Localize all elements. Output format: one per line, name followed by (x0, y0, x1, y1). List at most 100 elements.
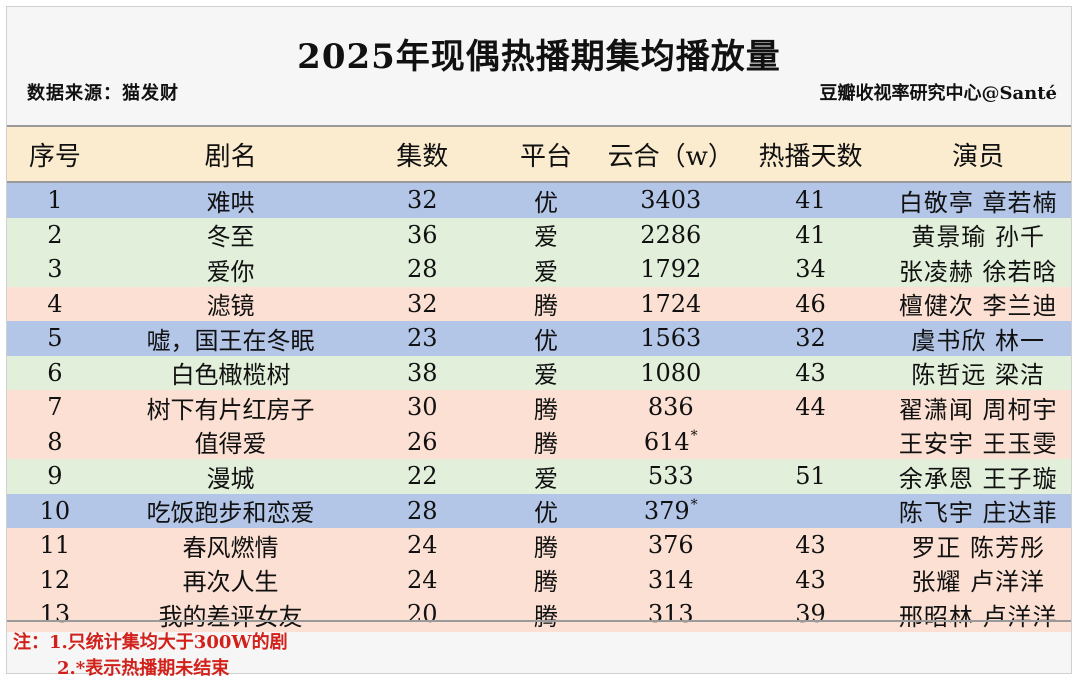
cell-drama-name: 难哄 (206, 188, 255, 217)
table-row: 3 爱你 28 爱 1792 34 张凌赫 徐若晗 (7, 252, 1071, 287)
table-row: 5 嘘，国王在冬眠 23 优 1563 32 虞书欣 林一 (7, 321, 1071, 356)
cell-episodes: 30 (406, 393, 438, 422)
cell-drama-name: 我的差评女友 (158, 602, 303, 631)
cell-platform: 腾 (533, 395, 558, 424)
header-drama-name: 剧名 (204, 141, 257, 172)
cell-cast: 罗正 陈芳彤 (911, 533, 1045, 562)
table-row: 4 滤镜 32 腾 1724 46 檀健次 李兰迪 (7, 286, 1071, 321)
cell-rank: 4 (47, 289, 63, 318)
cell-drama-name: 春风燃情 (182, 533, 279, 562)
cell-cast: 陈哲远 梁洁 (911, 361, 1045, 390)
cell-views: 1724 (606, 290, 736, 318)
cell-days: 46 (795, 289, 826, 318)
cell-drama-name: 嘘，国王在冬眠 (146, 326, 315, 355)
cell-platform: 腾 (533, 533, 558, 562)
footnote-1: 注：1.只统计集均大于300W的剧 (13, 632, 288, 653)
cell-drama-name: 吃饭跑步和恋爱 (146, 499, 315, 528)
cell-rank: 10 (39, 496, 71, 525)
header-cast: 演员 (952, 141, 1005, 172)
cell-rank: 5 (47, 324, 63, 353)
cell-platform: 优 (533, 499, 558, 528)
table-body: 1 难哄 32 优 3403 41 白敬亭 章若楠 2 冬至 36 爱 2286 41 黄景瑜 孙千 3 爱你… (7, 183, 1071, 632)
cell-episodes: 28 (406, 496, 438, 525)
cell-rank: 1 (47, 186, 63, 215)
cell-drama-name: 爱你 (206, 257, 255, 286)
cell-episodes: 32 (406, 289, 438, 318)
views-value: 313 (647, 600, 694, 629)
credit-label: 豆瓣收视率研究中心@Santé (819, 83, 1057, 104)
views-value: 614 (643, 427, 690, 456)
cell-rank: 13 (39, 600, 71, 629)
airing-mark: * (690, 427, 698, 444)
airing-mark: * (690, 496, 698, 513)
views-value: 1724 (640, 289, 702, 318)
cell-platform: 腾 (533, 602, 558, 631)
cell-episodes: 20 (406, 600, 438, 629)
ranking-sheet: 2025年现偶热播期集均播放量 数据来源：猫发财 豆瓣收视率研究中心@Santé… (6, 6, 1072, 679)
table-row: 10 吃饭跑步和恋爱 28 优 379* 陈飞宇 庄达菲 (7, 493, 1071, 528)
cell-views: 614* (606, 428, 736, 456)
header-episodes: 集数 (396, 141, 449, 172)
cell-cast: 张凌赫 徐若晗 (898, 257, 1058, 286)
views-value: 314 (647, 565, 694, 594)
cell-episodes: 32 (406, 186, 438, 215)
cell-episodes: 36 (406, 220, 438, 249)
cell-views: 1792 (606, 255, 736, 283)
cell-drama-name: 冬至 (206, 223, 255, 252)
cell-views: 836 (606, 393, 736, 421)
cell-cast: 黄景瑜 孙千 (911, 223, 1045, 252)
cell-cast: 王安宇 王玉雯 (898, 430, 1058, 459)
cell-days: 41 (795, 220, 826, 249)
cell-days: 32 (795, 324, 826, 353)
cell-views: 1080 (606, 359, 736, 387)
table-header: 序号 剧名 集数 平台 云合（w） 热播天数 演员 (7, 125, 1071, 183)
cell-days: 34 (795, 255, 826, 284)
cell-cast: 虞书欣 林一 (911, 326, 1045, 355)
cell-days: 43 (795, 531, 826, 560)
cell-cast: 陈飞宇 庄达菲 (898, 499, 1058, 528)
cell-views: 2286 (606, 221, 736, 249)
cell-views: 313 (606, 600, 736, 628)
cell-episodes: 38 (406, 358, 438, 387)
cell-platform: 腾 (533, 292, 558, 321)
table-row: 7 树下有片红房子 30 腾 836 44 翟潇闻 周柯宇 (7, 390, 1071, 425)
cell-rank: 7 (47, 393, 63, 422)
cell-drama-name: 值得爱 (194, 430, 267, 459)
table-row: 12 再次人生 24 腾 314 43 张耀 卢洋洋 (7, 562, 1071, 597)
cell-drama-name: 再次人生 (182, 568, 279, 597)
cell-rank: 2 (47, 220, 63, 249)
views-value: 2286 (640, 220, 702, 249)
header-views: 云合（w） (607, 141, 734, 172)
cell-cast: 邢昭林 卢洋洋 (898, 602, 1058, 631)
footnotes: 注：1.只统计集均大于300W的剧 2.*表示热播期未结束 (7, 620, 1071, 679)
views-value: 3403 (640, 186, 702, 215)
table-row: 13 我的差评女友 20 腾 313 39 邢昭林 卢洋洋 (7, 597, 1071, 632)
cell-drama-name: 白色橄榄树 (170, 361, 291, 390)
cell-views: 1563 (606, 324, 736, 352)
cell-episodes: 24 (406, 565, 438, 594)
cell-rank: 3 (47, 255, 63, 284)
data-source: 数据来源：猫发财 (27, 83, 179, 104)
cell-views: 379* (606, 497, 736, 525)
cell-platform: 腾 (533, 568, 558, 597)
cell-cast: 白敬亭 章若楠 (898, 188, 1058, 217)
table-row: 1 难哄 32 优 3403 41 白敬亭 章若楠 (7, 183, 1071, 218)
cell-rank: 11 (39, 531, 71, 560)
cell-cast: 张耀 卢洋洋 (911, 568, 1045, 597)
cell-platform: 优 (533, 326, 558, 355)
cell-cast: 余承恩 王子璇 (898, 464, 1058, 493)
footnote-2: 2.*表示热播期未结束 (57, 658, 230, 679)
cell-views: 376 (606, 531, 736, 559)
views-value: 1792 (640, 255, 702, 284)
cell-episodes: 23 (406, 324, 438, 353)
cell-drama-name: 漫城 (206, 464, 255, 493)
cell-cast: 翟潇闻 周柯宇 (898, 395, 1058, 424)
cell-drama-name: 树下有片红房子 (146, 395, 315, 424)
table-row: 8 值得爱 26 腾 614* 王安宇 王玉雯 (7, 424, 1071, 459)
header-days: 热播天数 (758, 141, 863, 172)
cell-days: 43 (795, 358, 826, 387)
cell-rank: 9 (47, 462, 63, 491)
header-platform: 平台 (519, 141, 572, 172)
cell-views: 314 (606, 566, 736, 594)
table-row: 11 春风燃情 24 腾 376 43 罗正 陈芳彤 (7, 528, 1071, 563)
